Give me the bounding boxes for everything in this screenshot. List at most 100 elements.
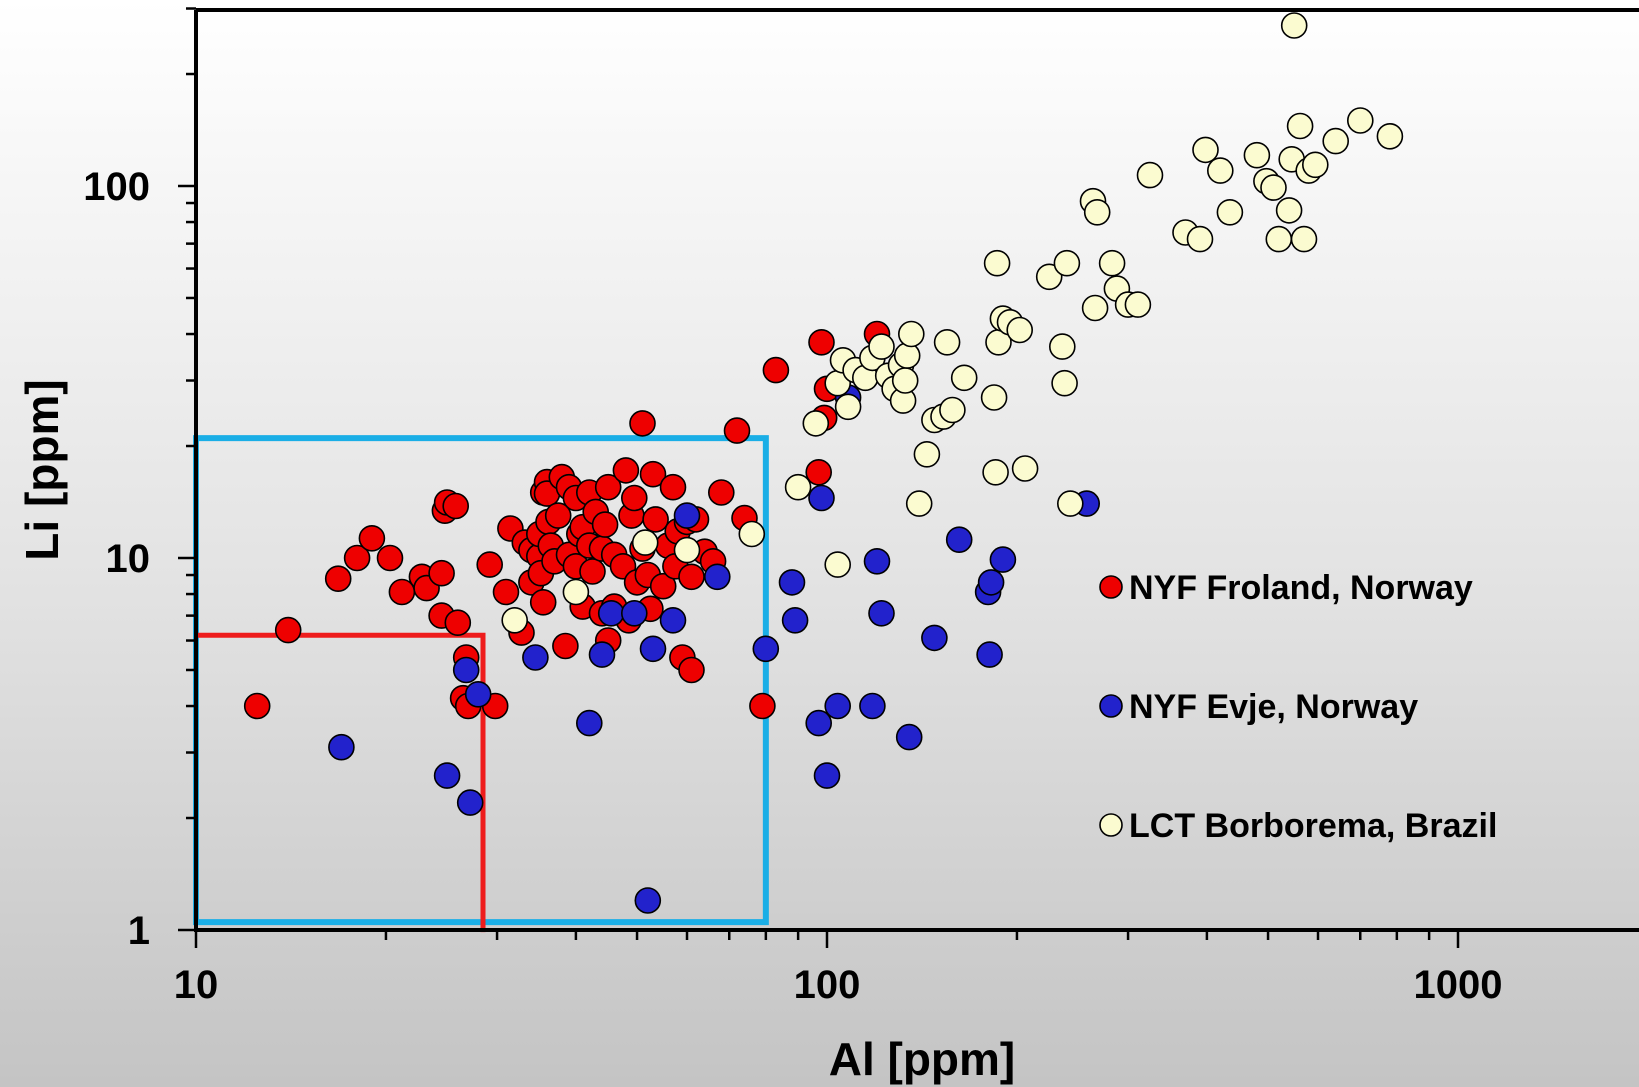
data-point	[562, 578, 590, 606]
data-point	[749, 692, 776, 720]
data-point	[1286, 112, 1314, 140]
data-point	[442, 492, 470, 520]
data-point	[673, 502, 701, 529]
legend-item: NYF Froland, Norway	[1099, 569, 1473, 607]
data-point	[939, 396, 966, 424]
data-point	[1098, 249, 1126, 277]
data-point	[634, 887, 662, 914]
x-tick-label: 10	[174, 963, 219, 1007]
data-point	[762, 356, 790, 384]
data-point	[834, 393, 862, 421]
data-point	[243, 692, 271, 720]
y-tick-label: 1	[128, 909, 150, 953]
data-point	[983, 249, 1011, 277]
legend: NYF Froland, Norway NYF Evje, Norway LCT B…	[1099, 569, 1497, 845]
legend-marker	[1099, 694, 1123, 718]
data-point	[328, 733, 355, 761]
data-point	[707, 479, 735, 506]
data-point	[976, 641, 1003, 668]
data-point	[1280, 12, 1308, 39]
data-point	[274, 616, 302, 644]
data-point	[428, 559, 455, 587]
data-point	[989, 546, 1017, 573]
data-point	[752, 635, 780, 663]
x-axis-title: Al [ppm]	[829, 1033, 1016, 1085]
data-point	[863, 547, 891, 575]
data-point	[1207, 157, 1234, 184]
data-point	[781, 606, 809, 634]
data-point	[1057, 490, 1084, 517]
data-point	[358, 524, 386, 552]
data-point	[945, 526, 973, 554]
data-point	[1035, 263, 1063, 291]
data-point	[868, 333, 895, 360]
data-point	[950, 364, 978, 392]
data-point	[805, 458, 833, 486]
data-point	[649, 572, 677, 600]
data-point	[1192, 136, 1219, 164]
data-point	[784, 473, 812, 501]
data-point	[895, 723, 923, 751]
legend-item: NYF Evje, Norway	[1099, 688, 1418, 726]
y-tick-label: 100	[83, 165, 150, 209]
data-point	[376, 544, 404, 572]
data-point	[678, 563, 705, 591]
data-point	[813, 762, 841, 789]
data-point	[778, 569, 806, 596]
data-point	[620, 599, 648, 627]
data-point	[805, 709, 833, 737]
data-point	[631, 529, 659, 556]
data-point	[579, 558, 606, 585]
data-point	[501, 606, 529, 634]
data-point	[1011, 455, 1039, 482]
data-point	[452, 656, 480, 684]
legend-marker	[1099, 813, 1123, 837]
legend-label: NYF Evje, Norway	[1129, 688, 1418, 726]
data-point	[529, 588, 557, 616]
data-point	[659, 473, 687, 501]
data-point	[456, 789, 484, 816]
data-point	[913, 440, 941, 468]
data-point	[1302, 151, 1329, 179]
series-3	[501, 12, 1404, 634]
data-point	[544, 502, 572, 529]
tick-labels: 10 100 1000 1 10 100	[83, 165, 1502, 1007]
data-point	[921, 624, 948, 652]
data-point	[1124, 291, 1152, 318]
data-point	[659, 606, 687, 634]
legend-label: NYF Froland, Norway	[1129, 569, 1473, 607]
data-point	[642, 506, 669, 533]
data-point	[859, 692, 886, 720]
data-point	[893, 342, 921, 369]
data-point	[433, 762, 461, 789]
data-point	[324, 565, 352, 593]
series-2	[328, 384, 1100, 914]
data-point	[802, 410, 830, 437]
data-point	[1290, 225, 1318, 253]
y-axis-title: Li [ppm]	[16, 379, 68, 560]
data-point	[905, 490, 933, 517]
data-point	[612, 457, 640, 484]
data-point	[933, 328, 961, 356]
data-point	[738, 520, 766, 548]
data-point	[703, 563, 731, 591]
legend-item: LCT Borborema, Brazil	[1099, 807, 1497, 845]
data-point	[464, 680, 492, 708]
data-point	[868, 599, 895, 627]
data-point	[1216, 199, 1244, 226]
legend-marker	[1099, 575, 1123, 599]
data-point	[575, 709, 603, 737]
data-point	[824, 551, 852, 578]
data-point	[891, 367, 919, 394]
data-point	[808, 328, 835, 356]
data-point	[977, 569, 1005, 596]
data-point	[552, 632, 579, 660]
axes	[178, 7, 1639, 948]
x-tick-label: 100	[794, 963, 861, 1007]
data-point	[1053, 249, 1081, 277]
legend-label: LCT Borborema, Brazil	[1129, 807, 1497, 845]
data-point	[597, 599, 625, 627]
data-point	[673, 536, 701, 564]
data-point	[594, 473, 622, 501]
data-point	[723, 417, 751, 444]
